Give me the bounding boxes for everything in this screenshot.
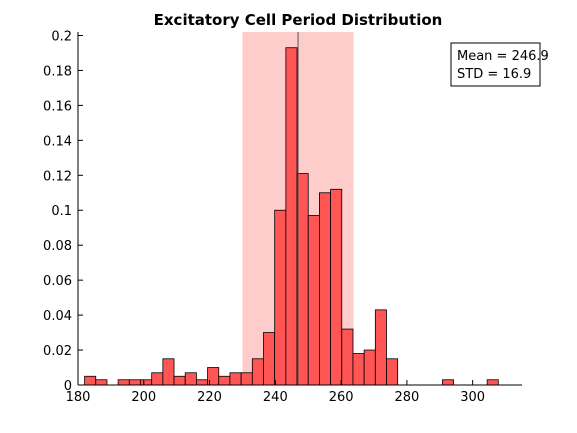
- x-tick-label: 180: [66, 390, 91, 405]
- x-tick-label: 240: [263, 390, 288, 405]
- histogram-bar: [341, 328, 354, 386]
- histogram-bar: [363, 349, 376, 386]
- y-tick-label: 0.1: [51, 204, 72, 219]
- axes: [77, 32, 522, 386]
- histogram-bar: [117, 379, 130, 386]
- histogram-bar: [374, 309, 387, 386]
- y-tick-label: 0.06: [43, 274, 72, 289]
- x-tick-label: 260: [329, 390, 354, 405]
- y-tick-label: 0: [64, 379, 72, 394]
- histogram-bar: [386, 358, 399, 386]
- histogram-bar: [151, 372, 164, 386]
- histogram-bar: [240, 372, 253, 386]
- histogram-bar: [251, 358, 264, 386]
- histogram-bar: [229, 372, 242, 386]
- histogram-bar: [128, 379, 141, 386]
- histogram-bar: [218, 375, 231, 386]
- stats-mean-text: Mean = 246.9: [457, 49, 549, 64]
- histogram-bar: [184, 372, 197, 386]
- histogram-bar: [296, 173, 309, 386]
- stats-annotation-box: Mean = 246.9 STD = 16.9: [450, 42, 549, 87]
- y-tick-label: 0.08: [43, 239, 72, 254]
- histogram-bar: [442, 379, 454, 386]
- stats-box-frame: [450, 42, 541, 87]
- x-axis-ticks: 180 200 220 240 260 280 300: [66, 380, 485, 405]
- histogram-bar: [307, 215, 320, 386]
- histogram-bar: [285, 47, 298, 386]
- x-tick-label: 280: [394, 390, 419, 405]
- y-tick-label: 0.14: [43, 134, 72, 149]
- histogram-bar: [274, 209, 287, 386]
- x-tick-label: 220: [197, 390, 222, 405]
- histogram-bar: [330, 188, 343, 386]
- y-tick-label: 0.18: [43, 64, 72, 79]
- histogram-bar: [162, 358, 175, 386]
- histogram-bar: [352, 353, 365, 386]
- x-tick-label: 200: [131, 390, 156, 405]
- y-tick-label: 0.12: [43, 169, 72, 184]
- histogram-bar: [140, 379, 153, 386]
- histogram-bar: [84, 375, 97, 386]
- histogram-bar: [173, 375, 186, 386]
- histogram-bars: [84, 47, 499, 386]
- histogram-bar: [319, 192, 331, 386]
- histogram-bar: [95, 379, 108, 386]
- histogram-bar: [486, 379, 499, 386]
- x-tick-label: 300: [460, 390, 485, 405]
- chart-title: Excitatory Cell Period Distribution: [154, 11, 443, 29]
- y-tick-label: 0.2: [51, 29, 72, 44]
- y-tick-label: 0.04: [43, 309, 72, 324]
- histogram-bar: [263, 332, 276, 386]
- y-axis-ticks: 0 0.02 0.04 0.06 0.08 0.1 0.12 0.14 0.16 0.18 0.2: [43, 29, 83, 394]
- y-tick-label: 0.16: [43, 99, 72, 114]
- histogram-bar: [195, 379, 208, 386]
- stats-std-text: STD = 16.9: [457, 67, 531, 82]
- y-tick-label: 0.02: [43, 344, 72, 359]
